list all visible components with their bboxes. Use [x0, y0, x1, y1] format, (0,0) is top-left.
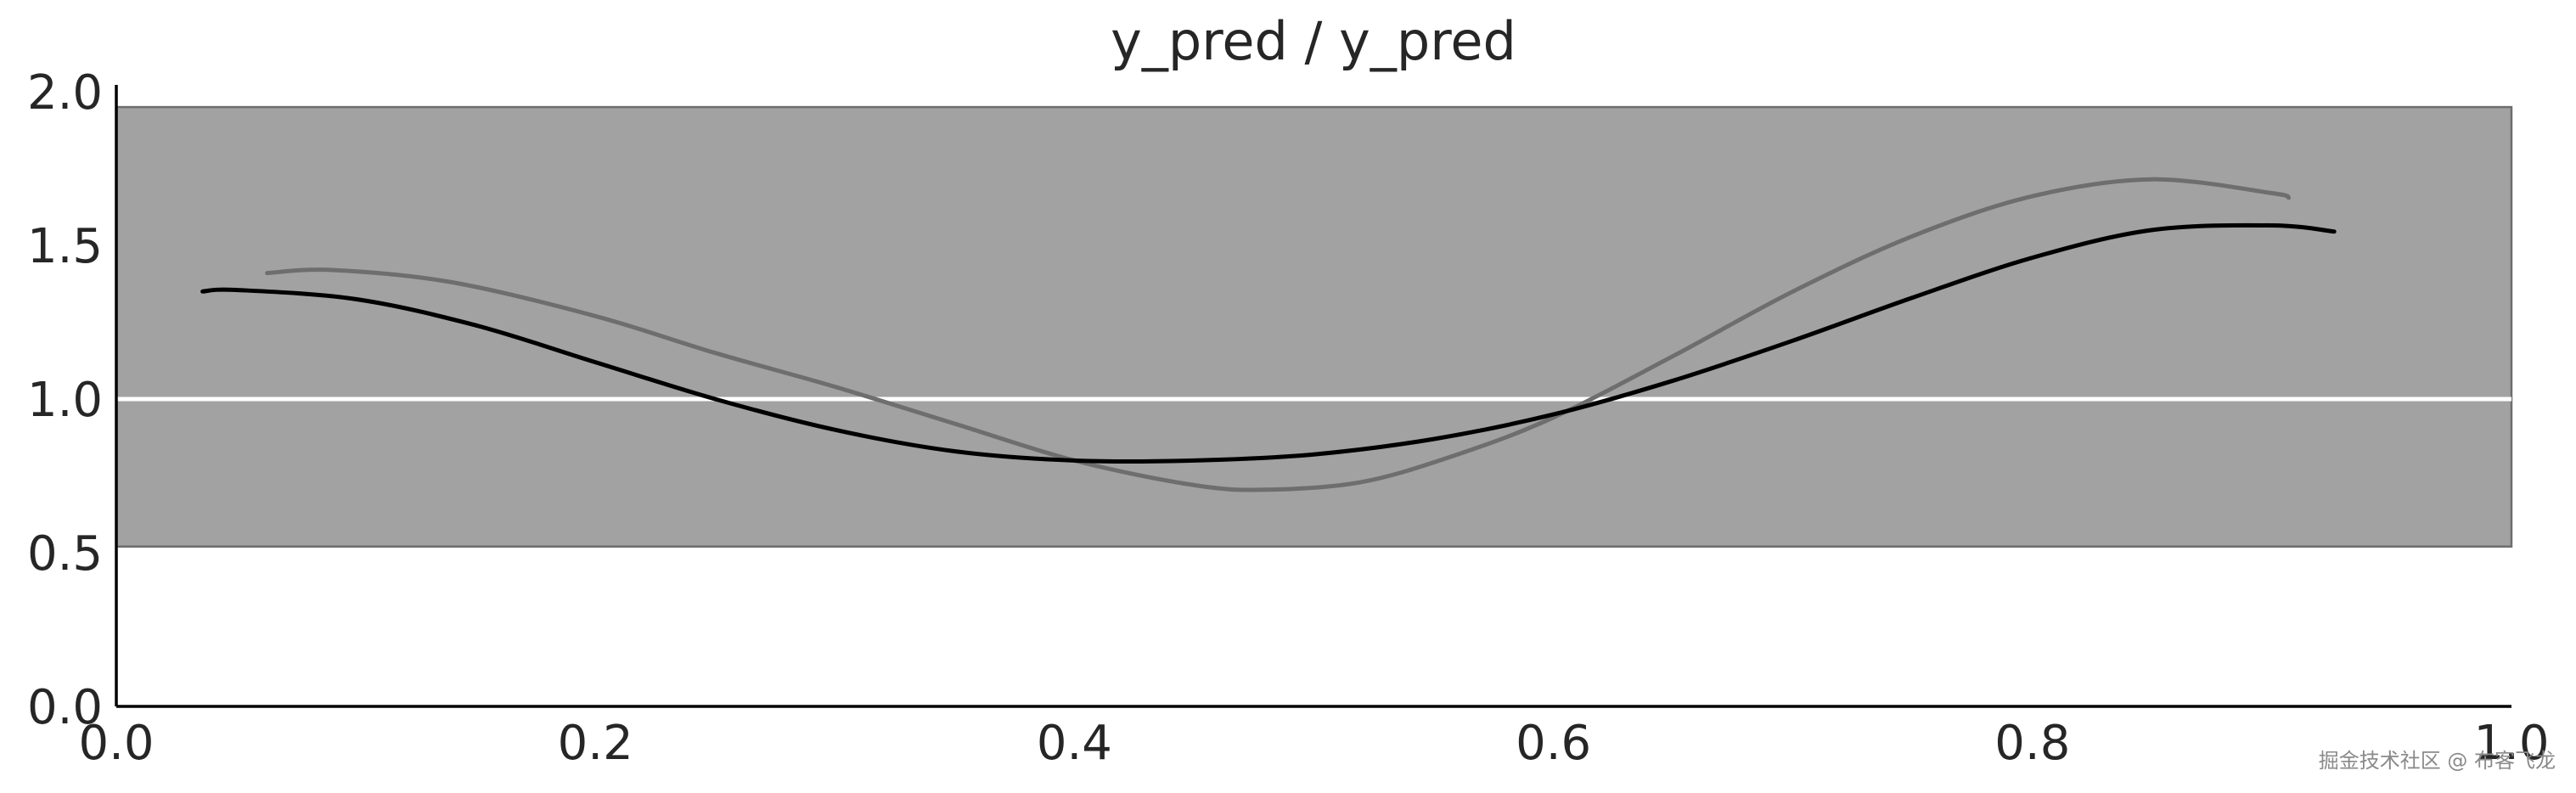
series-line-2 [265, 177, 2292, 492]
y-tick-label: 1.5 [27, 219, 103, 274]
y-tick-label: 0.5 [27, 526, 103, 582]
x-tick-label: 1.0 [2473, 716, 2549, 771]
x-tick-label: 0.4 [1037, 716, 1112, 771]
x-tick-label: 0.8 [1994, 716, 2070, 771]
chart-title: y_pred / y_pred [1111, 10, 1516, 72]
plot-area [115, 105, 2513, 548]
watermark-text: 掘金技术社区 @ 布客飞龙 [2319, 749, 2556, 773]
x-tick-label: 0.2 [558, 716, 633, 771]
y-tick-label: 1.0 [27, 373, 103, 428]
axes: 0.0 0.2 0.4 0.6 0.8 1.0 0.0 0.5 1.0 1.5 2.0 [27, 65, 2550, 771]
y-tick-label: 0.0 [27, 680, 103, 735]
x-tick-label: 0.6 [1516, 716, 1591, 771]
series-line-1 [200, 222, 2337, 464]
x-tick-label: 0.0 [78, 716, 154, 771]
y-tick-label: 2.0 [27, 65, 103, 121]
